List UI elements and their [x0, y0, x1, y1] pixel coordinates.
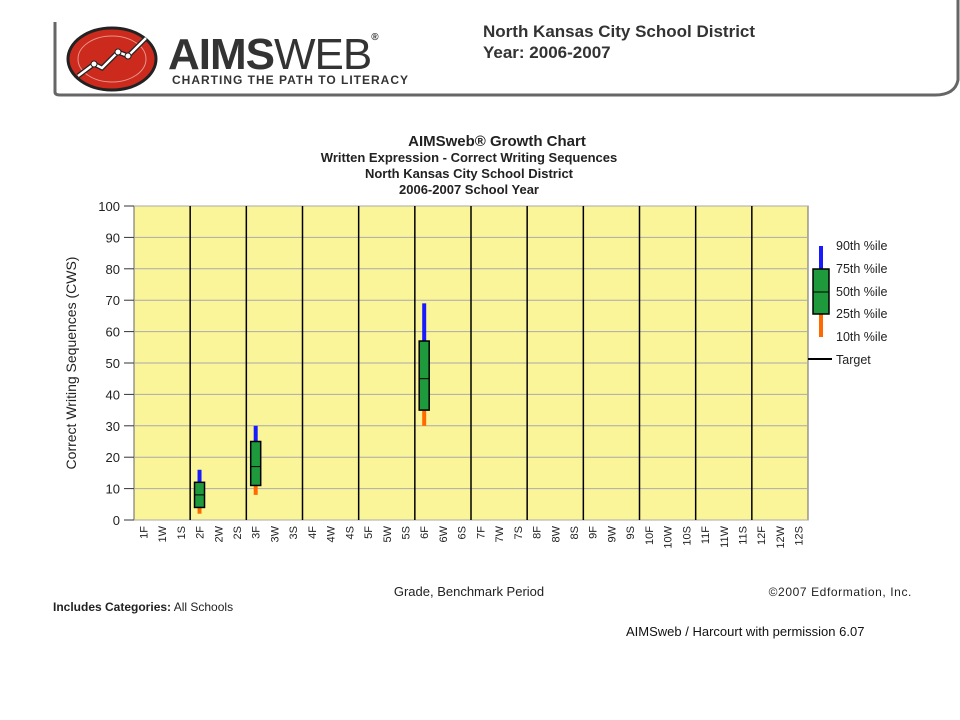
x-tick-label: 7S [513, 526, 525, 539]
x-tick-label: 2F [195, 526, 207, 539]
x-tick-label: 7W [494, 525, 506, 542]
categories-value: All Schools [173, 600, 234, 614]
school-year-title: Year: 2006-2007 [483, 43, 611, 62]
x-tick-label: 11W [719, 525, 731, 547]
x-tick-label: 12S [794, 526, 806, 546]
x-tick-label: 8F [532, 526, 544, 539]
district-title: North Kansas City School District [483, 22, 756, 41]
box-iqr [418, 340, 430, 411]
categories-label: Includes Categories: [53, 600, 172, 614]
y-tick-label: 80 [106, 262, 120, 277]
x-tick-label: 12F [756, 526, 768, 545]
x-tick-label: 10F [644, 526, 656, 545]
brand-tagline: CHARTING THE PATH TO LITERACY [172, 73, 409, 87]
x-tick-label: 3W [269, 525, 281, 542]
legend-label: 90th %ile [836, 239, 887, 253]
y-tick-label: 30 [106, 419, 120, 434]
legend-label: 75th %ile [836, 262, 887, 276]
x-axis-label: Grade, Benchmark Period [394, 584, 544, 599]
x-tick-label: 2W [213, 525, 225, 542]
legend-label: 50th %ile [836, 285, 887, 299]
x-tick-label: 5S [400, 526, 412, 539]
x-tick-label: 8W [550, 525, 562, 542]
chart-title: AIMSweb® Growth Chart [408, 133, 586, 150]
chart-subtitle-line: North Kansas City School District [365, 166, 574, 181]
x-tick-label: 6F [419, 526, 431, 539]
header-frame [53, 0, 960, 97]
x-tick-label: 4F [307, 526, 319, 539]
chart-subtitle-line: Written Expression - Correct Writing Seq… [321, 150, 617, 165]
y-tick-label: 40 [106, 387, 120, 402]
x-tick-label: 1W [157, 525, 169, 542]
chart-subtitle-line: 2006-2007 School Year [399, 182, 539, 197]
y-tick-label: 10 [106, 482, 120, 497]
x-tick-label: 10W [663, 525, 675, 548]
x-tick-label: 11F [700, 526, 712, 544]
x-tick-label: 12W [775, 525, 787, 548]
y-tick-label: 0 [113, 513, 120, 528]
aimsweb-brand: AIMSWEB® [168, 30, 379, 80]
x-tick-label: 11S [737, 526, 749, 545]
x-tick-label: 3S [288, 526, 300, 539]
y-tick-label: 90 [106, 230, 120, 245]
x-tick-label: 5F [363, 526, 375, 539]
x-tick-label: 8S [569, 526, 581, 539]
x-tick-label: 7F [475, 526, 487, 539]
x-tick-label: 4W [326, 525, 338, 542]
x-tick-label: 6S [457, 526, 469, 539]
copyright-note: ©2007 Edformation, Inc. [769, 585, 912, 599]
legend-label: 10th %ile [836, 330, 887, 344]
x-tick-label: 6W [438, 525, 450, 542]
x-tick-label: 5W [382, 525, 394, 542]
legend-label: Target [836, 353, 871, 367]
y-tick-label: 70 [106, 293, 120, 308]
x-tick-label: 4S [344, 526, 356, 539]
x-tick-label: 9W [606, 525, 618, 542]
x-tick-label: 3F [251, 526, 263, 539]
brand-bold: AIMS [168, 30, 275, 79]
x-tick-label: 10S [681, 526, 693, 546]
brand-registered: ® [371, 32, 378, 43]
y-tick-label: 60 [106, 325, 120, 340]
aimsweb-logo-icon [66, 26, 158, 92]
permission-credit: AIMSweb / Harcourt with permission 6.07 [626, 624, 865, 639]
x-tick-label: 2S [232, 526, 244, 539]
brand-light: WEB [274, 30, 372, 79]
x-tick-label: 1F [138, 526, 150, 539]
x-tick-label: 1S [176, 526, 188, 539]
box-iqr [249, 440, 262, 487]
y-tick-label: 50 [106, 356, 120, 371]
categories-note: Includes Categories: All Schools [53, 600, 233, 614]
y-axis-label: Correct Writing Sequences (CWS) [63, 257, 79, 470]
y-tick-label: 100 [98, 199, 120, 214]
y-tick-label: 20 [106, 450, 120, 465]
x-tick-label: 9S [625, 526, 637, 539]
legend-label: 25th %ile [836, 307, 887, 321]
x-tick-label: 9F [588, 526, 600, 539]
